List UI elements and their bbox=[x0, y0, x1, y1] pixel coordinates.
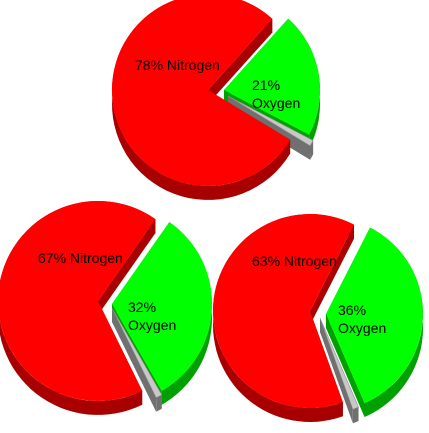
pie-1-other-slice bbox=[227, 95, 314, 147]
pie-1-nitrogen-slice bbox=[111, 0, 291, 187]
pie-1-oxygen-slice bbox=[224, 18, 320, 135]
pie-3-oxygen-face-end bbox=[326, 314, 365, 418]
pie-3-labels: 36% Oxygen 63% Nitrogen bbox=[252, 253, 386, 336]
pie-2-other-face-end bbox=[112, 308, 157, 412]
pie-chart-2: 32% Oxygen 67% Nitrogen bbox=[0, 201, 213, 415]
pie-1-nitrogen-face-end bbox=[208, 18, 273, 104]
pie-3-nitrogen-slice bbox=[213, 214, 354, 409]
pie-3-tops bbox=[213, 214, 423, 410]
pie-2-tops bbox=[0, 201, 213, 401]
pie-2-nitrogen-slice bbox=[0, 201, 156, 401]
pie-1-oxygen-label-2: Oxygen bbox=[252, 95, 300, 111]
pie-1-labels: 21% Oxygen 78% Nitrogen bbox=[135, 57, 300, 111]
pie-2-other-slice bbox=[111, 307, 163, 399]
pie-2-oxygen-label-2: Oxygen bbox=[128, 317, 176, 333]
pie-2-oxygen-slice bbox=[112, 222, 213, 391]
pie-3-other-face-end bbox=[320, 318, 353, 424]
pie-2-labels: 32% Oxygen 67% Nitrogen bbox=[38, 250, 176, 333]
pie-chart-3: 36% Oxygen 63% Nitrogen bbox=[213, 214, 423, 424]
pie-3-oxygen-slice bbox=[326, 227, 423, 403]
pie-chart-1: 21% Oxygen 78% Nitrogen bbox=[111, 0, 320, 200]
pie-3-nitrogen-label-1: 63% Nitrogen bbox=[252, 253, 337, 269]
pie-1-tops bbox=[111, 0, 320, 187]
pie-2-nitrogen-label-1: 67% Nitrogen bbox=[38, 250, 123, 266]
pie-3-nitrogen-face-end bbox=[310, 224, 355, 325]
pie-2-oxygen-label-1: 32% bbox=[128, 299, 156, 315]
pie-2-nitrogen-face-end bbox=[98, 219, 156, 315]
pie-1-nitrogen-label-1: 78% Nitrogen bbox=[135, 57, 220, 73]
pie-3-oxygen-label-1: 36% bbox=[338, 302, 366, 318]
pie-3-other-slice bbox=[319, 317, 359, 410]
pie-1-oxygen-label-1: 21% bbox=[252, 77, 280, 93]
pie-3-oxygen-label-2: Oxygen bbox=[338, 320, 386, 336]
